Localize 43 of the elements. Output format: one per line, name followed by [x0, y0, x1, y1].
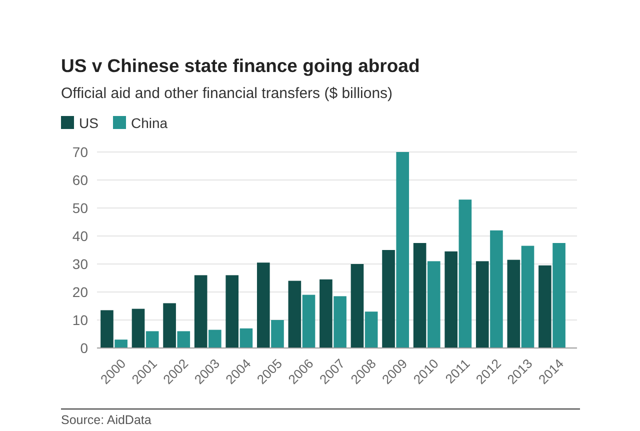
bar: [552, 243, 566, 348]
bar: [334, 296, 346, 348]
bar: [427, 261, 440, 348]
bar: [490, 230, 503, 348]
bar: [226, 275, 239, 348]
bar: [521, 246, 534, 348]
bar: [146, 331, 159, 348]
bar: [208, 330, 222, 348]
source-note: Source: AidData: [61, 413, 152, 427]
bar: [396, 152, 410, 348]
bar: [320, 279, 332, 348]
legend-label: China: [131, 115, 168, 131]
chart-title: US v Chinese state finance going abroad: [61, 55, 420, 76]
bar: [350, 264, 364, 348]
legend-label: US: [79, 115, 98, 131]
bar: [240, 328, 253, 348]
bar: [364, 312, 378, 348]
bar: [476, 261, 489, 348]
y-tick-label: 10: [72, 312, 88, 328]
bar: [256, 262, 270, 348]
bar: [382, 250, 395, 348]
bar: [288, 280, 302, 348]
bar: [132, 308, 145, 348]
y-tick-label: 20: [72, 284, 88, 300]
bar: [194, 275, 208, 348]
y-tick-label: 70: [72, 144, 88, 160]
bar: [302, 294, 316, 348]
bar: [114, 340, 128, 348]
bar: [163, 303, 176, 348]
y-tick-label: 50: [72, 200, 88, 216]
bar: [444, 251, 458, 348]
y-tick-label: 40: [72, 228, 88, 244]
bar: [413, 243, 426, 348]
y-tick-label: 30: [72, 256, 88, 272]
y-tick-label: 60: [72, 172, 88, 188]
bar: [507, 260, 520, 348]
bar: [177, 331, 190, 348]
chart-subtitle: Official aid and other financial transfers ($ billions): [61, 85, 393, 102]
y-tick-label: 0: [80, 340, 88, 356]
bar: [100, 310, 114, 348]
bar: [271, 320, 284, 348]
bar: [458, 200, 472, 348]
bar: [538, 265, 552, 348]
